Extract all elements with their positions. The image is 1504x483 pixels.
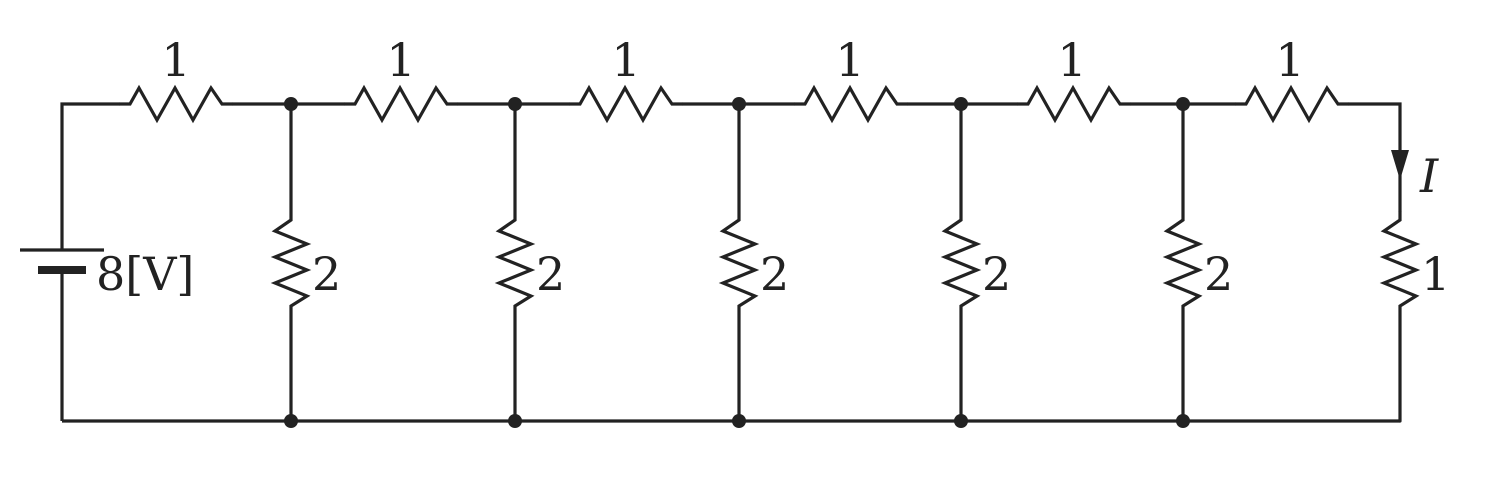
node-bottom-3 xyxy=(732,414,746,428)
series-resistor-6-label: 1 xyxy=(1275,33,1304,87)
current-indicator: I xyxy=(1391,149,1439,203)
shunt-resistor-4-label: 2 xyxy=(982,247,1011,301)
series-resistor-1: 1 xyxy=(118,33,234,124)
node-top-4 xyxy=(954,97,968,111)
series-resistor-2: 1 xyxy=(343,33,459,124)
current-label: I xyxy=(1419,149,1439,203)
series-resistor-1-label: 1 xyxy=(161,33,190,87)
series-resistor-2-label: 1 xyxy=(386,33,415,87)
node-bottom-4 xyxy=(954,414,968,428)
top-wires xyxy=(60,102,1402,236)
shunt-resistor-3-label: 2 xyxy=(760,247,789,301)
shunt-resistor-2: 2 xyxy=(494,102,565,423)
load-resistor-label: 1 xyxy=(1421,247,1450,301)
series-resistor-4: 1 xyxy=(793,33,909,124)
battery: 8[V] xyxy=(20,236,194,421)
junction-nodes xyxy=(284,97,1190,428)
series-resistor-3-label: 1 xyxy=(611,33,640,87)
shunt-resistor-5-label: 2 xyxy=(1204,247,1233,301)
node-top-3 xyxy=(732,97,746,111)
node-bottom-1 xyxy=(284,414,298,428)
series-resistor-5-label: 1 xyxy=(1057,33,1086,87)
node-bottom-2 xyxy=(508,414,522,428)
series-resistor-3: 1 xyxy=(568,33,684,124)
series-resistor-4-label: 1 xyxy=(835,33,864,87)
battery-voltage-label: 8[V] xyxy=(96,247,194,301)
current-arrow-icon xyxy=(1391,150,1409,180)
node-top-1 xyxy=(284,97,298,111)
node-top-2 xyxy=(508,97,522,111)
shunt-resistor-2-label: 2 xyxy=(536,247,565,301)
load-resistor: 1 xyxy=(1379,210,1450,423)
series-resistor-6: 1 xyxy=(1234,33,1350,124)
shunt-resistor-4: 2 xyxy=(940,102,1011,423)
shunt-resistor-5: 2 xyxy=(1162,102,1233,423)
node-bottom-5 xyxy=(1176,414,1190,428)
node-top-5 xyxy=(1176,97,1190,111)
shunt-resistor-1-label: 2 xyxy=(312,247,341,301)
series-resistor-5: 1 xyxy=(1016,33,1132,124)
shunt-resistor-1: 2 xyxy=(270,102,341,423)
shunt-resistor-3: 2 xyxy=(718,102,789,423)
